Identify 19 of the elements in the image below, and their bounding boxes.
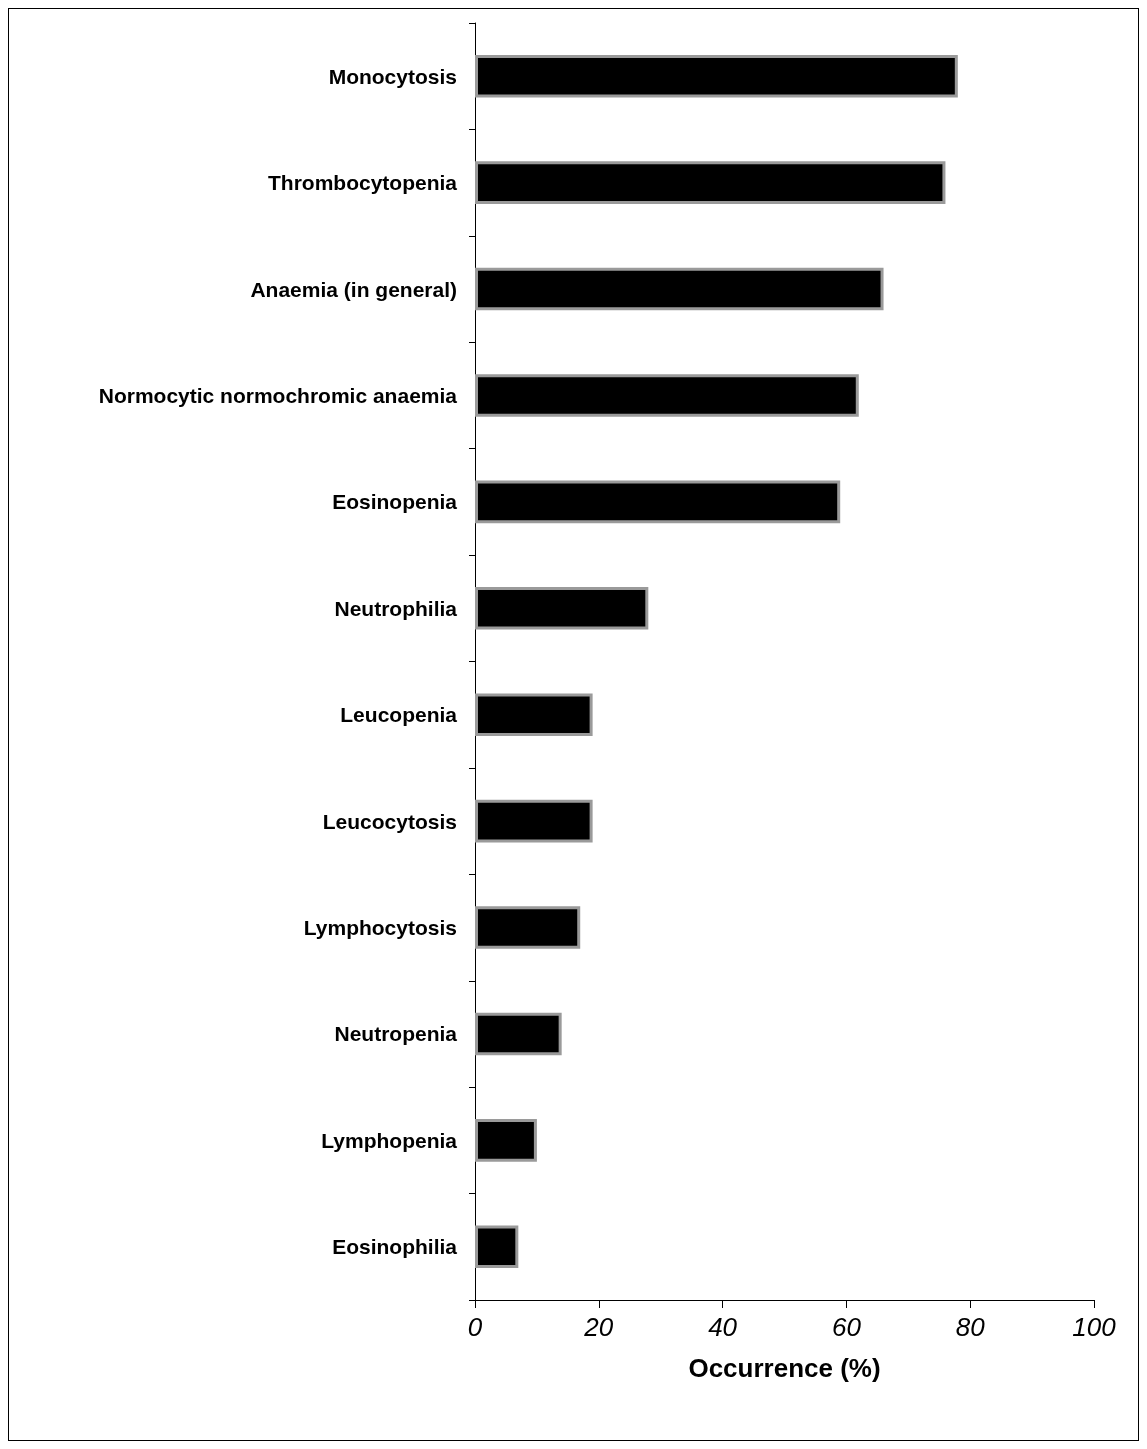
x-tick-label: 20	[583, 1312, 614, 1342]
y-tick-label: Normocytic normochromic anaemia	[98, 383, 458, 407]
x-tick-label: 100	[1072, 1312, 1117, 1342]
x-axis-title: Occurrence (%)	[688, 1353, 881, 1383]
y-tick-label: Anaemia (in general)	[250, 277, 457, 301]
y-tick-label: Leucopenia	[340, 703, 458, 727]
x-tick-label: 40	[708, 1312, 738, 1342]
y-tick-label: Leucocytosis	[322, 809, 457, 833]
y-tick-label: Neutrophilia	[334, 596, 458, 620]
y-tick-label: Monocytosis	[328, 64, 457, 88]
y-tick-label: Thrombocytopenia	[267, 171, 458, 195]
y-tick-label: Lymphocytosis	[303, 916, 457, 940]
x-tick-label: 0	[467, 1312, 483, 1342]
x-tick-label: 60	[831, 1312, 862, 1342]
y-tick-label: Neutropenia	[334, 1022, 458, 1046]
y-tick-label: Lymphopenia	[321, 1128, 458, 1152]
y-tick-label: Eosinopenia	[332, 490, 458, 514]
x-tick-label: 80	[955, 1312, 986, 1342]
y-tick-label: Eosinophilia	[332, 1235, 458, 1259]
